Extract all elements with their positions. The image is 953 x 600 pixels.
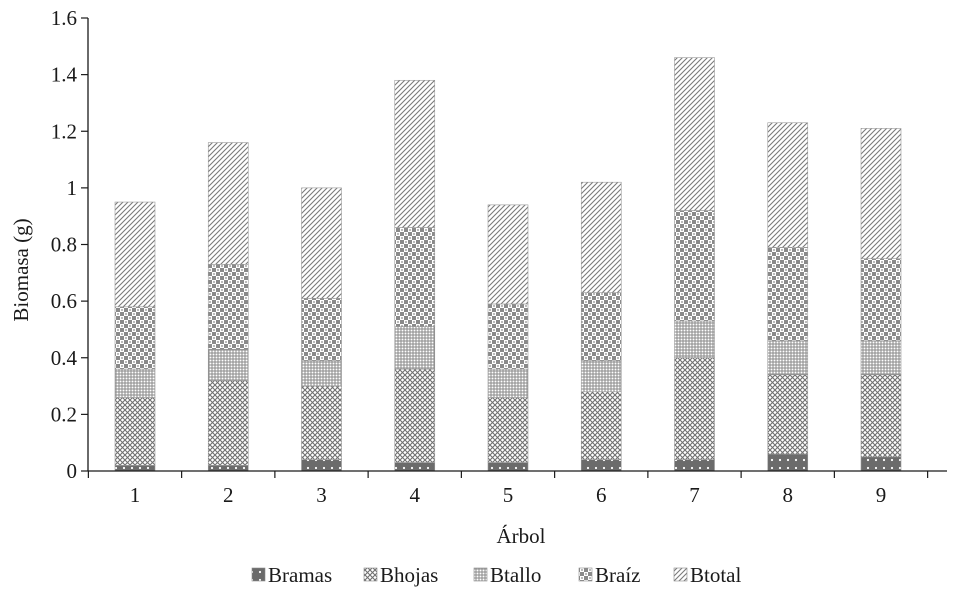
x-tick-label: 8 (783, 483, 794, 507)
bar-segment-bra-z-6 (580, 292, 622, 361)
legend-swatch-btallo (473, 567, 488, 582)
bar-segment-btallo-7 (674, 320, 715, 359)
bar-segment-btallo-8 (767, 340, 809, 376)
legend-swatch-bhojas (363, 567, 378, 582)
bar-segment-btotal-4 (394, 79, 436, 228)
bar-segment-bramas-4 (394, 462, 436, 472)
bar-segment-bhojas-7 (674, 357, 715, 460)
x-tick-label: 1 (130, 483, 141, 507)
bar-segment-btotal-7 (674, 57, 715, 211)
bar-segment-bramas-3 (301, 459, 342, 472)
bar-segment-bhojas-1 (114, 397, 156, 466)
bar-segment-btotal-2 (207, 142, 249, 265)
legend-swatch-bramas (251, 567, 266, 582)
bar-segment-bhojas-6 (580, 391, 622, 460)
x-tick-label: 4 (410, 483, 421, 507)
x-tick-label: 2 (223, 483, 234, 507)
y-tick-label: 0.8 (51, 233, 77, 257)
x-tick-label: 7 (689, 483, 700, 507)
bar-segment-bramas-9 (860, 456, 902, 472)
y-tick-label: 1.4 (51, 63, 78, 87)
bar-segment-bramas-8 (767, 453, 809, 472)
legend-label-btotal: Btotal (690, 563, 741, 587)
legend-label-bhojas: Bhojas (380, 563, 438, 587)
bar-segment-bra-z-9 (860, 258, 902, 342)
bar-segment-bhojas-8 (767, 374, 809, 455)
bar-segment-btallo-6 (580, 360, 622, 393)
x-tick-label: 9 (876, 483, 887, 507)
bar-segment-bramas-6 (580, 459, 622, 472)
bar-segment-btotal-1 (114, 201, 156, 308)
legend-swatch-btotal (673, 567, 688, 582)
bar-segment-btotal-8 (767, 122, 809, 248)
bar-segment-btallo-9 (860, 340, 902, 376)
y-tick-label: 0.6 (51, 289, 77, 313)
bars (114, 57, 902, 472)
bar-segment-bra-z-3 (301, 297, 342, 361)
y-tick-label: 0 (67, 459, 78, 483)
bar-segment-bra-z-4 (394, 227, 436, 327)
x-tick-label: 6 (596, 483, 607, 507)
bar-segment-bhojas-9 (860, 374, 902, 458)
bar-segment-bra-z-2 (207, 264, 249, 350)
x-axis-title: Árbol (497, 524, 546, 548)
bar-segment-bramas-1 (114, 465, 156, 472)
bar-segment-bramas-2 (207, 465, 249, 472)
bar-segment-bhojas-4 (394, 368, 436, 463)
bar-segment-bra-z-1 (114, 306, 156, 370)
bar-segment-bra-z-8 (767, 247, 809, 342)
bar-segment-btallo-2 (207, 348, 249, 381)
y-tick-label: 1.6 (51, 6, 77, 30)
bar-segment-bramas-5 (487, 462, 529, 472)
bar-segment-bhojas-2 (207, 380, 249, 466)
y-axis: 0 0.2 0.4 0.6 0.8 1 1.2 1.4 1.6 (51, 6, 89, 483)
legend: Bramas Bhojas Btallo Braíz Btotal (251, 563, 741, 587)
legend-label-bramas: Bramas (268, 563, 332, 587)
bar-segment-btotal-9 (860, 128, 902, 259)
bar-segment-bhojas-3 (301, 385, 342, 460)
bar-segment-btallo-3 (301, 360, 342, 387)
bar-segment-bra-z-5 (487, 303, 529, 370)
bar-segment-btotal-5 (487, 204, 529, 305)
y-tick-label: 0.2 (51, 402, 77, 426)
x-tick-label: 3 (316, 483, 327, 507)
y-tick-label: 1.2 (51, 119, 77, 143)
legend-label-bra-z: Braíz (595, 563, 640, 587)
bar-segment-btallo-5 (487, 368, 529, 398)
bar-segment-btotal-3 (301, 187, 342, 299)
x-tick-label: 5 (503, 483, 514, 507)
bar-segment-bramas-7 (674, 459, 715, 472)
legend-label-btallo: Btallo (490, 563, 541, 587)
y-tick-label: 0.4 (51, 346, 78, 370)
bar-segment-bra-z-7 (674, 210, 715, 322)
bar-segment-btallo-4 (394, 326, 436, 370)
y-axis-title: Biomasa (g) (9, 218, 33, 321)
y-tick-label: 1 (67, 176, 78, 200)
x-axis: 1 2 3 4 5 6 7 8 9 (87, 470, 947, 507)
bar-segment-bhojas-5 (487, 397, 529, 463)
legend-swatch-bra-z (578, 567, 593, 582)
bar-segment-btotal-6 (580, 181, 622, 293)
bar-segment-btallo-1 (114, 368, 156, 398)
